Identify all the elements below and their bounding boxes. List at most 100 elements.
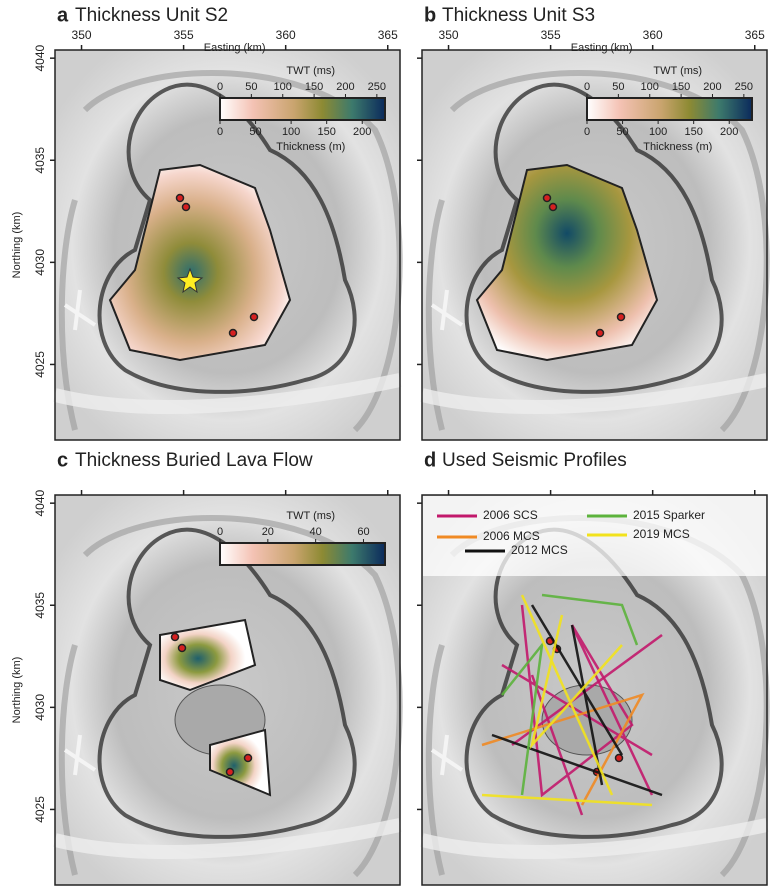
panel-title: Used Seismic Profiles [442,450,627,471]
easting-tick-label: 350 [72,28,92,42]
panel-letter: a [57,4,69,26]
northing-tick-label: 4030 [33,249,47,276]
colorbar-tick-label: 0 [584,126,590,138]
northing-axis-label: Northing (km) [11,212,23,279]
map-frame [54,494,401,886]
caldera-rim [464,82,724,394]
station [616,312,626,322]
shore-band [53,818,402,859]
colorbar-tick-label: 0 [217,526,223,538]
legend-label: 2006 SCS [483,508,538,522]
colorbar-tick-label: 50 [616,126,628,138]
easting-tick-label: 350 [439,28,459,42]
seismic-profile [501,593,639,796]
legend-label: 2015 Sparker [633,508,705,522]
colorbar-tick-label: 200 [353,126,371,138]
colorbar-tick-label: 40 [310,526,322,538]
northing-tick-label: 4040 [33,489,47,516]
thickness-area [475,163,659,362]
harbour [63,289,97,331]
caldera-rim [97,527,357,839]
colorbar-label: Thickness (m) [276,141,345,153]
colorbar-tick-label: 150 [318,126,336,138]
northing-tick-label: 4025 [33,351,47,378]
station [175,193,185,203]
harbour [63,734,97,776]
thickness-area [159,618,257,692]
northing-axis-label: Northing (km) [11,657,23,724]
shore-band [420,373,769,414]
easting-tick-label: 365 [745,28,765,42]
colorbar-tick-label: 100 [641,81,659,93]
seismic-profile [481,594,653,807]
legend-label: 2019 MCS [633,527,690,541]
colorbar-tick-label: 100 [274,81,292,93]
colorbar-tick-label: 150 [305,81,323,93]
colorbar-tick-label: 50 [249,126,261,138]
colorbar-tick-label: 200 [703,81,721,93]
station [548,202,558,212]
map-frame [54,49,401,441]
legend-label: 2006 MCS [483,529,540,543]
station [170,632,180,642]
colorbar-tick-label: 50 [245,81,257,93]
easting-axis-label: Easting (km) [204,42,266,54]
colorbar-label: TWT (ms) [286,510,335,522]
panel: b Thickness Unit S3 TWT (ms) 0 50 100 150 200 25… [417,4,770,441]
station [542,193,552,203]
colorbar-label: TWT (ms) [653,65,702,77]
easting-axis-label: Easting (km) [571,42,633,54]
panel-letter: d [424,449,436,471]
colorbar-tick-label: 150 [672,81,690,93]
colorbar-tick-label: 0 [217,126,223,138]
colorbar-tick-label: 0 [217,81,223,93]
colorbar [219,97,386,121]
easting-tick-label: 360 [643,28,663,42]
northing-tick-label: 4025 [33,796,47,823]
panel-title: Thickness Unit S2 [75,5,228,26]
colorbar-tick-label: 250 [368,81,386,93]
colorbar-tick-label: 0 [584,81,590,93]
shore-band [420,818,769,859]
map-frame [421,494,768,886]
station [249,312,259,322]
station [243,753,253,763]
colorbar-tick-label: 60 [357,526,369,538]
easting-tick-label: 355 [541,28,561,42]
colorbar-label: Thickness (m) [643,141,712,153]
colorbar-tick-label: 250 [735,81,753,93]
caldera-rim [97,82,357,394]
easting-tick-label: 365 [378,28,398,42]
site-star [176,267,204,294]
northing-tick-label: 4035 [33,592,47,619]
harbour [430,289,464,331]
panel-title: Thickness Unit S3 [442,5,595,26]
seismic-profile [491,604,663,797]
station [595,328,605,338]
shore-band [53,373,402,414]
colorbar-label: TWT (ms) [286,65,335,77]
panel: c Thickness Buried Lava Flow TWT (ms) 0 20 40… [11,449,403,886]
panel-letter: b [424,4,436,26]
map-frame [421,49,768,441]
colorbar-tick-label: 100 [282,126,300,138]
thickness-area [209,728,272,797]
colorbar-tick-label: 100 [649,126,667,138]
station [181,202,191,212]
thickness-area [108,163,292,362]
panel-title: Thickness Buried Lava Flow [75,450,313,471]
station [614,753,624,763]
colorbar-tick-label: 200 [336,81,354,93]
northing-tick-label: 4030 [33,694,47,721]
colorbar-tick-label: 200 [720,126,738,138]
easting-tick-label: 355 [174,28,194,42]
legend-label: 2012 MCS [511,543,568,557]
northing-tick-label: 4035 [33,147,47,174]
station [225,767,235,777]
panel: a Thickness Unit S2 TWT (ms) 0 50 100 150 200 25… [11,4,403,441]
colorbar-tick-label: 150 [685,126,703,138]
colorbar-tick-label: 20 [262,526,274,538]
colorbar-tick-label: 50 [612,81,624,93]
